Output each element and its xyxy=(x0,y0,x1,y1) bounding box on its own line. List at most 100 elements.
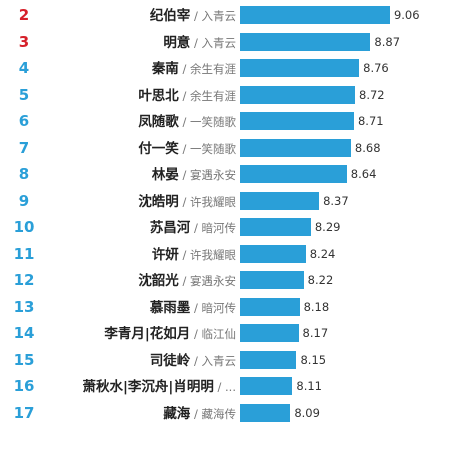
label-separator: / xyxy=(178,115,190,129)
bar-label: 萧秋水|李沉舟|肖明明 / ... xyxy=(82,373,236,400)
score-value: 8.37 xyxy=(323,193,349,208)
bar-label: 李青月|花如月 / 临江仙 xyxy=(104,320,236,347)
bar-label: 明意 / 入青云 xyxy=(163,29,236,56)
score-value: 8.15 xyxy=(300,352,327,367)
bar-label: 林晏 / 宴遇永安 xyxy=(152,161,236,188)
work-title: 入青云 xyxy=(201,35,237,50)
label-separator: / xyxy=(190,353,202,368)
rank-number: 10 xyxy=(13,218,35,236)
score-value: 9.06 xyxy=(393,8,420,22)
score-bar xyxy=(240,297,300,316)
label-separator: / xyxy=(178,62,190,76)
work-title: 一笑随歌 xyxy=(190,141,236,156)
bar-label: 许妍 / 许我耀眼 xyxy=(152,241,236,268)
work-title: 入青云 xyxy=(201,9,237,23)
label-separator: / xyxy=(190,221,202,235)
work-title: 暗河传 xyxy=(201,300,237,315)
character-name: 付一笑 xyxy=(138,140,179,157)
rank-number: 15 xyxy=(13,350,35,369)
rank-number: 8 xyxy=(18,165,30,183)
bar-label: 叶思北 / 余生有涯 xyxy=(138,82,236,109)
work-title: 宴遇永安 xyxy=(190,274,236,288)
character-name: 司徒岭 xyxy=(149,352,191,369)
character-name: 慕雨墨 xyxy=(149,299,191,316)
label-separator: / xyxy=(190,300,202,315)
chart-row: 14 李青月|花如月 / 临江仙 8.17 xyxy=(0,320,450,346)
bar-label: 司徒岭 / 入青云 xyxy=(150,347,236,374)
score-bar xyxy=(240,350,297,369)
score-bar xyxy=(240,244,306,263)
score-value: 8.72 xyxy=(359,87,385,102)
chart-row: 13 慕雨墨 / 暗河传 8.18 xyxy=(0,294,450,320)
bar-label: 凤随歌 / 一笑随歌 xyxy=(138,108,236,135)
label-separator: / xyxy=(178,141,190,156)
character-name: 林晏 xyxy=(151,167,179,183)
score-bar xyxy=(240,165,347,183)
bar-label: 慕雨墨 / 暗河传 xyxy=(150,294,236,321)
score-value: 8.09 xyxy=(294,405,320,420)
score-bar xyxy=(240,403,291,422)
rank-number: 3 xyxy=(18,32,30,51)
rank-number: 5 xyxy=(18,85,30,104)
work-title: 一笑随歌 xyxy=(190,115,236,129)
score-bar xyxy=(240,377,293,395)
rank-number: 6 xyxy=(18,112,30,130)
score-value: 8.68 xyxy=(354,140,381,155)
character-name: 萧秋水|李沉舟|肖明明 xyxy=(82,379,214,395)
rank-number: 12 xyxy=(13,271,35,289)
label-separator: / xyxy=(178,194,190,209)
score-value: 8.87 xyxy=(374,34,401,49)
score-value: 8.17 xyxy=(302,326,329,340)
chart-row: 2 纪伯宰 / 入青云 9.06 xyxy=(0,2,450,28)
rank-number: 13 xyxy=(13,297,35,316)
score-bar xyxy=(240,85,356,104)
character-name: 明意 xyxy=(163,34,191,51)
work-title: 许我耀眼 xyxy=(190,194,236,209)
work-title: 许我耀眼 xyxy=(190,247,236,262)
character-name: 沈韶光 xyxy=(138,273,179,289)
character-name: 沈皓明 xyxy=(138,193,179,210)
bar-label: 付一笑 / 一笑随歌 xyxy=(138,135,236,162)
label-separator: / xyxy=(190,9,202,23)
score-bar xyxy=(240,218,311,236)
chart-row: 5 叶思北 / 余生有涯 8.72 xyxy=(0,82,450,108)
score-value: 8.29 xyxy=(314,220,341,234)
score-bar xyxy=(240,138,351,157)
label-separator: / xyxy=(190,327,202,341)
score-value: 8.22 xyxy=(307,273,334,287)
score-value: 8.64 xyxy=(350,167,377,181)
chart-row: 9 沈皓明 / 许我耀眼 8.37 xyxy=(0,188,450,214)
work-title: 入青云 xyxy=(201,353,237,368)
bar-label: 沈皓明 / 许我耀眼 xyxy=(138,188,236,215)
score-value: 8.71 xyxy=(357,114,384,128)
chart-row: 10 苏昌河 / 暗河传 8.29 xyxy=(0,214,450,240)
chart-row: 11 许妍 / 许我耀眼 8.24 xyxy=(0,241,450,267)
chart-row: 4 秦南 / 余生有涯 8.76 xyxy=(0,55,450,81)
label-separator: / xyxy=(178,168,190,182)
label-separator: / xyxy=(190,35,202,50)
score-bar xyxy=(240,32,371,51)
rank-number: 7 xyxy=(18,138,30,157)
chart-row: 12 沈韶光 / 宴遇永安 8.22 xyxy=(0,267,450,293)
score-value: 8.76 xyxy=(363,61,389,75)
score-value: 8.24 xyxy=(309,246,336,261)
label-separator: / xyxy=(178,247,190,262)
work-title: 藏海传 xyxy=(201,406,237,421)
work-title: 临江仙 xyxy=(201,327,237,341)
score-bar xyxy=(240,271,304,289)
work-title: 宴遇永安 xyxy=(190,168,236,182)
work-title: ... xyxy=(225,380,236,394)
chart-row: 16 萧秋水|李沉舟|肖明明 / ... 8.11 xyxy=(0,373,450,399)
work-title: 余生有涯 xyxy=(190,88,236,103)
chart-row: 15 司徒岭 / 入青云 8.15 xyxy=(0,347,450,373)
score-bar xyxy=(240,191,320,210)
rank-number: 4 xyxy=(18,59,30,77)
score-bar xyxy=(240,59,360,77)
chart-row: 6 凤随歌 / 一笑随歌 8.71 xyxy=(0,108,450,134)
label-separator: / xyxy=(178,88,190,103)
label-separator: / xyxy=(213,380,226,394)
rank-number: 11 xyxy=(13,244,35,263)
work-title: 暗河传 xyxy=(201,221,237,235)
bar-label: 藏海 / 藏海传 xyxy=(163,400,236,427)
